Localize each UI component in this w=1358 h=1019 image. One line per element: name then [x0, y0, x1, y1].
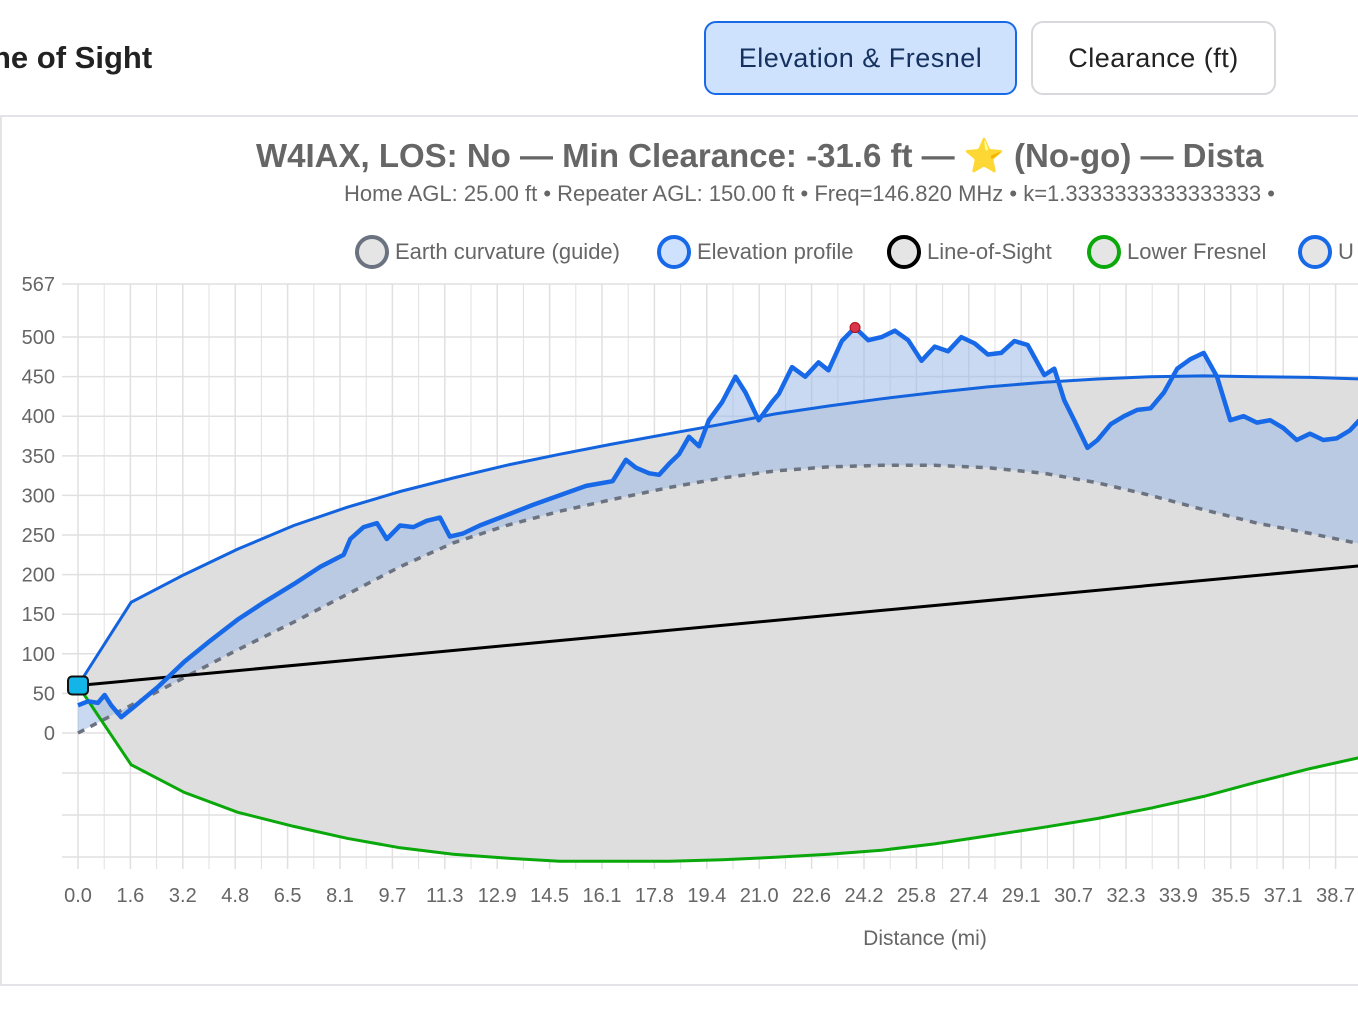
x-tick-label: 33.9 — [1159, 885, 1198, 907]
legend-item[interactable]: Lower Fresnel — [1087, 235, 1266, 269]
x-tick-label: 12.9 — [478, 885, 517, 907]
x-tick-label: 0.0 — [64, 885, 92, 907]
x-tick-label: 17.8 — [635, 885, 674, 907]
lower-fresnel-line — [76, 684, 1358, 863]
legend-item[interactable]: Elevation profile — [657, 235, 854, 269]
x-tick-label: 30.7 — [1054, 885, 1093, 907]
chart-markers — [67, 322, 861, 696]
x-tick-label: 35.5 — [1211, 885, 1250, 907]
x-tick-label: 8.1 — [326, 885, 354, 907]
x-axis-ticks: 0.0 1.6 3.2 4.8 6.5 8.1 9.7 11.3 12.9 14.5 16.1 17.… — [64, 885, 1355, 907]
y-tick-label: 200 — [22, 565, 55, 587]
x-tick-label: 27.4 — [949, 885, 988, 907]
y-tick-label: 500 — [22, 327, 55, 349]
y-tick-label: 50 — [33, 683, 55, 705]
y-tick-label: 300 — [22, 485, 55, 507]
x-tick-label: 21.0 — [740, 885, 779, 907]
y-tick-label: 100 — [22, 644, 55, 666]
x-tick-label: 6.5 — [274, 885, 302, 907]
page-title: ne of Sight — [0, 40, 153, 75]
x-axis-title: Distance (mi) — [863, 927, 987, 950]
x-tick-label: 3.2 — [169, 885, 197, 907]
chart-subtitle: Home AGL: 25.00 ft • Repeater AGL: 150.0… — [344, 181, 1275, 206]
upper-fresnel-line — [76, 374, 1358, 687]
y-tick-label: 250 — [22, 525, 55, 547]
tab-clearance[interactable]: Clearance (ft) — [1031, 21, 1276, 95]
chart-fills — [78, 327, 1358, 862]
y-tick-label: 150 — [22, 604, 55, 626]
tab-elevation-fresnel[interactable]: Elevation & Fresnel — [704, 21, 1017, 95]
x-tick-label: 24.2 — [845, 885, 884, 907]
legend-label: U — [1338, 239, 1354, 264]
header: ne of Sight Elevation & Fresnel Clearanc… — [0, 0, 1358, 117]
x-tick-label: 37.1 — [1264, 885, 1303, 907]
elevation-fill — [78, 327, 1358, 733]
legend-swatch — [1087, 235, 1121, 269]
y-tick-label: 350 — [22, 446, 55, 468]
x-tick-label: 25.8 — [897, 885, 936, 907]
x-tick-label: 1.6 — [116, 885, 144, 907]
chart-panel — [0, 117, 1358, 985]
legend-swatch — [887, 235, 921, 269]
x-tick-label: 16.1 — [583, 885, 622, 907]
chart-title: W4IAX, LOS: No — Min Clearance: -31.6 ft… — [256, 137, 1264, 174]
y-tick-label: 0 — [44, 723, 55, 745]
legend-label: Elevation profile — [697, 239, 854, 264]
x-tick-label: 19.4 — [687, 885, 726, 907]
home-marker — [67, 675, 89, 696]
legend-item[interactable]: Line-of-Sight — [887, 235, 1052, 269]
line-of-sight — [77, 564, 1358, 687]
y-tick-label: 450 — [22, 367, 55, 389]
x-tick-label: 11.3 — [426, 885, 463, 907]
x-tick-label: 38.7 — [1316, 885, 1355, 907]
legend[interactable]: Earth curvature (guide) Elevation profile… — [355, 235, 1354, 269]
legend-swatch — [657, 235, 691, 269]
legend-swatch — [1298, 235, 1332, 269]
peak-point-marker — [849, 322, 861, 334]
panel-divider — [0, 984, 1358, 986]
chart-lines — [76, 325, 1358, 863]
legend-label: Earth curvature (guide) — [395, 239, 620, 264]
fresnel-zone-fill — [78, 375, 1358, 862]
x-tick-label: 9.7 — [378, 885, 406, 907]
legend-label: Lower Fresnel — [1127, 239, 1266, 264]
x-tick-label: 32.3 — [1107, 885, 1146, 907]
legend-item[interactable]: U — [1298, 235, 1354, 269]
legend-label: Line-of-Sight — [927, 239, 1052, 264]
legend-item[interactable]: Earth curvature (guide) — [355, 235, 620, 269]
x-tick-label: 4.8 — [221, 885, 249, 907]
elevation-profile-line — [77, 325, 1358, 720]
x-tick-label: 22.6 — [792, 885, 831, 907]
x-tick-label: 29.1 — [1002, 885, 1041, 907]
y-tick-label: 400 — [22, 406, 55, 428]
legend-swatch — [355, 235, 389, 269]
earth-curvature-line — [77, 463, 1358, 735]
y-tick-label: 567 — [22, 274, 55, 296]
x-tick-label: 14.5 — [530, 885, 569, 907]
